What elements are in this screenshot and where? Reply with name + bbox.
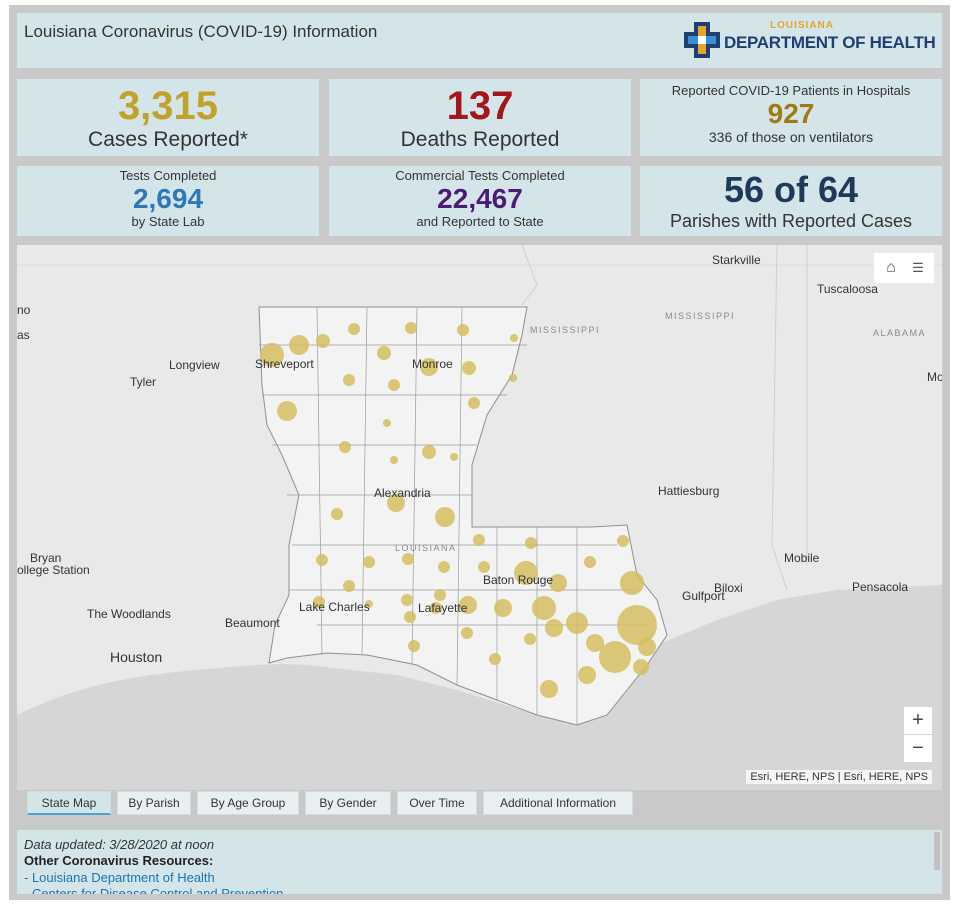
label-tuscaloosa: Tuscaloosa: [817, 282, 878, 296]
state-tests-title: Tests Completed: [119, 168, 217, 183]
label-pensacola: Pensacola: [852, 580, 909, 594]
tab-by-gender[interactable]: By Gender: [305, 791, 391, 815]
label-starkville: Starkville: [712, 253, 761, 267]
deaths-value: 137: [446, 84, 514, 128]
label-alexandria: Alexandria: [374, 486, 431, 500]
map-canvas: [17, 245, 942, 790]
zoom-in-button[interactable]: +: [904, 707, 932, 734]
commercial-tests-title: Commercial Tests Completed: [395, 168, 565, 183]
commercial-tests-card: Commercial Tests Completed 22,467 and Re…: [329, 166, 631, 236]
label-tyler: Tyler: [130, 375, 157, 389]
tab-over-time[interactable]: Over Time: [397, 791, 477, 815]
label-college-station: ollege Station: [17, 563, 90, 577]
label-mo: Mo: [927, 370, 942, 384]
map-attribution: Esri, HERE, NPS | Esri, HERE, NPS: [746, 770, 932, 784]
label-longview: Longview: [169, 358, 220, 372]
label-hattiesburg: Hattiesburg: [658, 484, 720, 498]
dashboard-title: Louisiana Coronavirus (COVID-19) Informa…: [24, 22, 378, 41]
commercial-tests-value: 22,467: [437, 183, 523, 214]
ldh-logo: LOUISIANA DEPARTMENT OF HEALTH: [684, 19, 936, 61]
label-alabama: ALABAMA: [873, 328, 927, 338]
state-tests-card: Tests Completed 2,694 by State Lab: [17, 166, 319, 236]
label-houston: Houston: [110, 649, 163, 665]
label-gulfport: Gulfport: [682, 589, 725, 603]
label-beaumont: Beaumont: [225, 616, 280, 630]
ldh-link[interactable]: - Louisiana Department of Health: [24, 870, 215, 885]
deaths-label: Deaths Reported: [400, 128, 560, 151]
label-mobile: Mobile: [784, 551, 820, 565]
ventilator-label: 336 of those on ventilators: [708, 129, 874, 145]
hospital-value: 927: [767, 98, 815, 129]
info-footer: Data updated: 3/28/2020 at noon Other Co…: [17, 830, 942, 894]
label-louisiana-faint: LOUISIANA: [395, 543, 457, 553]
state-tests-sub: by State Lab: [131, 214, 205, 229]
parishes-card: 56 of 64 Parishes with Reported Cases: [640, 166, 942, 236]
tab-additional-information[interactable]: Additional Information: [483, 791, 633, 815]
cases-label: Cases Reported*: [88, 128, 248, 151]
label-shreveport: Shreveport: [255, 357, 314, 371]
parishes-value: 56 of 64: [723, 169, 859, 210]
label-baton-rouge: Baton Rouge: [483, 573, 554, 587]
state-map[interactable]: Starkville Tuscaloosa no as Longview Tyl…: [17, 245, 942, 790]
case-bubbles: [260, 322, 657, 698]
logo-small-text: LOUISIANA: [770, 20, 834, 31]
logo-big-text: DEPARTMENT OF HEALTH: [724, 33, 936, 52]
tab-state-map[interactable]: State Map: [27, 791, 111, 815]
label-no: no: [17, 303, 31, 317]
label-mississippi-state: MISSISSIPPI: [665, 311, 736, 321]
label-mississippi-faint: MISSISSIPPI: [530, 325, 601, 335]
dashboard-header: Louisiana Coronavirus (COVID-19) Informa…: [17, 13, 942, 68]
label-lake-charles: Lake Charles: [299, 600, 370, 614]
tab-by-age-group[interactable]: By Age Group: [197, 791, 299, 815]
tab-by-parish[interactable]: By Parish: [117, 791, 191, 815]
map-toolbar: ⌂ ☰: [874, 253, 934, 283]
cdc-link[interactable]: - Centers for Disease Control and Preven…: [24, 886, 284, 894]
parishes-label: Parishes with Reported Cases: [669, 211, 913, 231]
cases-value: 3,315: [117, 84, 219, 128]
deaths-card: 137 Deaths Reported: [329, 79, 631, 156]
zoom-out-button[interactable]: −: [904, 735, 932, 762]
resources-title: Other Coronavirus Resources:: [24, 853, 214, 868]
state-tests-value: 2,694: [132, 183, 204, 214]
layer-list-icon[interactable]: ☰: [912, 260, 924, 275]
label-as: as: [17, 328, 30, 342]
cases-card: 3,315 Cases Reported*: [17, 79, 319, 156]
commercial-tests-sub: and Reported to State: [416, 214, 544, 229]
data-updated-text: Data updated: 3/28/2020 at noon: [24, 837, 215, 852]
ldh-cross-icon: [684, 22, 720, 58]
hospital-title: Reported COVID-19 Patients in Hospitals: [671, 83, 911, 98]
label-biloxi: Biloxi: [714, 581, 743, 595]
footer-scrollbar[interactable]: [934, 832, 940, 870]
hospital-card: Reported COVID-19 Patients in Hospitals …: [640, 79, 942, 156]
label-bryan: Bryan: [30, 551, 62, 565]
label-monroe: Monroe: [412, 357, 453, 371]
label-lafayette: Lafayette: [418, 601, 468, 615]
home-icon[interactable]: ⌂: [886, 259, 896, 276]
label-the-woodlands: The Woodlands: [87, 607, 171, 621]
